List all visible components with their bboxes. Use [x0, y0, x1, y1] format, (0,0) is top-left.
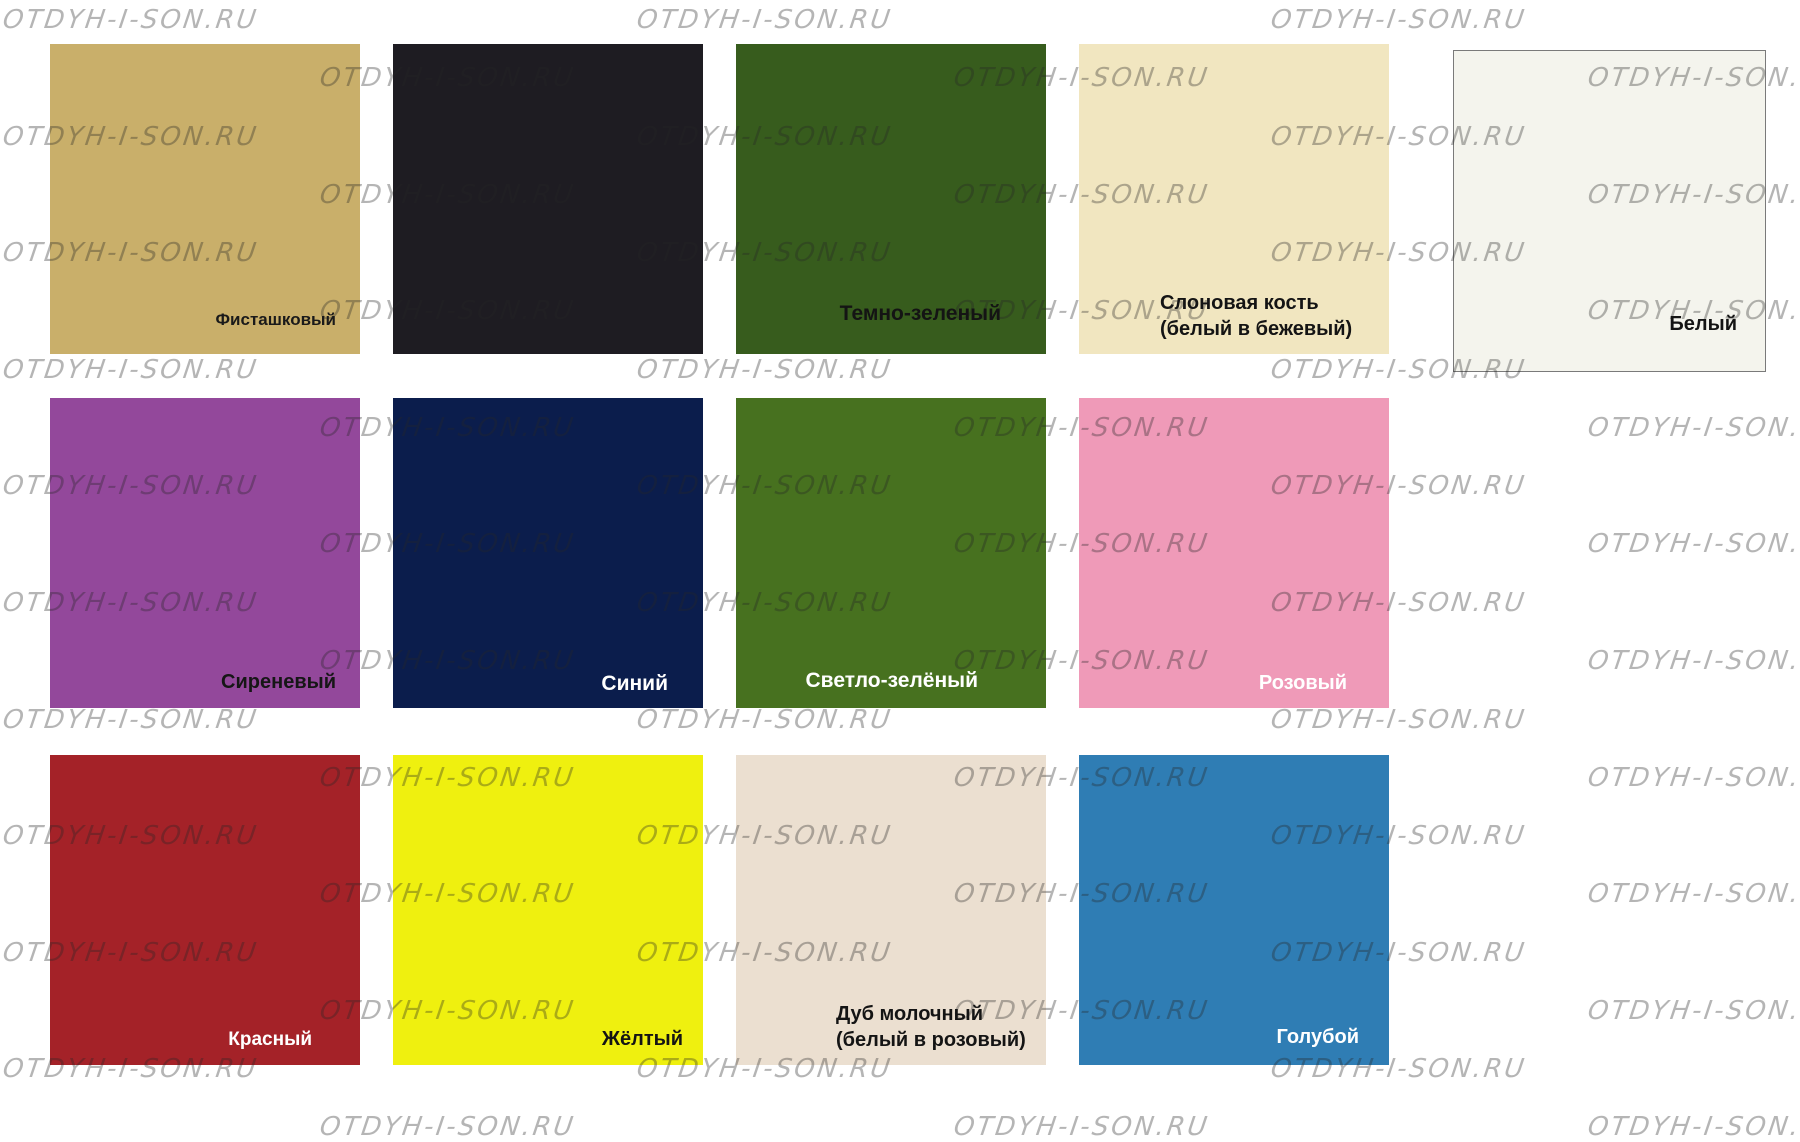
- swatch-milk-oak: Дуб молочный (белый в розовый): [736, 755, 1046, 1065]
- swatch-pistachio: Фисташковый: [50, 44, 360, 354]
- swatch-label-pink: Розовый: [1258, 672, 1347, 694]
- swatch-black: [393, 44, 703, 354]
- swatch-pink: Розовый: [1079, 398, 1389, 708]
- watermark: OTDYH-I-SON.RU: [0, 5, 261, 35]
- swatch-navy: Синий: [393, 398, 703, 708]
- swatch-ivory: Слоновая кость (белый в бежевый): [1079, 44, 1389, 354]
- watermark: OTDYH-I-SON.RU: [1585, 879, 1800, 909]
- swatch-light-green: Светло-зелёный: [736, 398, 1046, 708]
- swatch-dark-green: Темно-зеленый: [736, 44, 1046, 354]
- swatch-label-red: Красный: [228, 1029, 312, 1051]
- swatch-label-light-blue: Голубой: [1276, 1026, 1360, 1048]
- watermark: OTDYH-I-SON.RU: [951, 1112, 1212, 1142]
- swatch-white: Белый: [1453, 50, 1766, 372]
- watermark: OTDYH-I-SON.RU: [634, 705, 895, 735]
- watermark: OTDYH-I-SON.RU: [1268, 705, 1529, 735]
- watermark: OTDYH-I-SON.RU: [1585, 646, 1800, 676]
- watermark: OTDYH-I-SON.RU: [1585, 996, 1800, 1026]
- watermark: OTDYH-I-SON.RU: [1585, 1112, 1800, 1142]
- swatch-label-yellow: Жёлтый: [601, 1028, 683, 1050]
- watermark: OTDYH-I-SON.RU: [634, 355, 895, 385]
- swatch-label-light-green: Светло-зелёный: [805, 668, 978, 692]
- swatch-label-milk-oak: Дуб молочный (белый в розовый): [836, 1003, 1026, 1051]
- swatch-light-blue: Голубой: [1079, 755, 1389, 1065]
- watermark: OTDYH-I-SON.RU: [1585, 763, 1800, 793]
- swatch-label-navy: Синий: [601, 671, 668, 695]
- watermark: OTDYH-I-SON.RU: [1585, 413, 1800, 443]
- watermark: OTDYH-I-SON.RU: [634, 5, 895, 35]
- watermark: OTDYH-I-SON.RU: [0, 705, 261, 735]
- swatch-label-ivory: Слоновая кость (белый в бежевый): [1160, 292, 1353, 340]
- swatch-label-dark-green: Темно-зеленый: [839, 301, 1001, 325]
- watermark: OTDYH-I-SON.RU: [0, 355, 261, 385]
- watermark: OTDYH-I-SON.RU: [1268, 5, 1529, 35]
- swatch-label-white: Белый: [1669, 313, 1737, 335]
- swatch-yellow: Жёлтый: [393, 755, 703, 1065]
- watermark: OTDYH-I-SON.RU: [317, 1112, 578, 1142]
- swatch-lilac: Сиреневый: [50, 398, 360, 708]
- swatch-red: Красный: [50, 755, 360, 1065]
- watermark: OTDYH-I-SON.RU: [1585, 529, 1800, 559]
- swatch-label-lilac: Сиреневый: [221, 671, 336, 693]
- swatch-label-pistachio: Фисташковый: [215, 309, 336, 329]
